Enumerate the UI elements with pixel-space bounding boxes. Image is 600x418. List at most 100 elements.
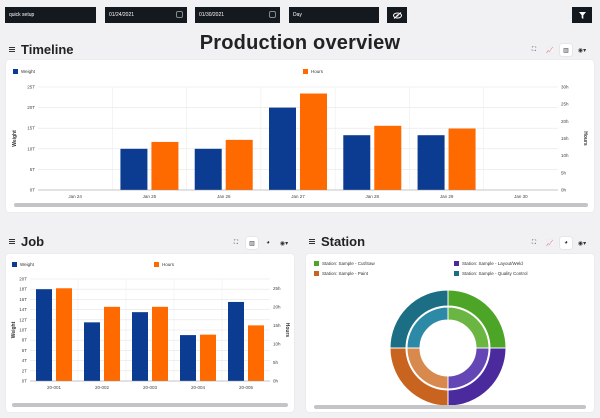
hide-button[interactable] xyxy=(387,7,407,23)
y2-tick-label: 25h xyxy=(561,102,569,107)
expand-icon[interactable]: ⛶ xyxy=(531,239,537,246)
hours-bar xyxy=(374,125,402,190)
legend-label: Hours xyxy=(162,262,175,267)
y-tick-label: 4T xyxy=(22,358,28,363)
legend-label: Station: Sample - Paint xyxy=(322,271,369,276)
x-tick-label: Jan 27 xyxy=(291,194,305,199)
x-tick-label: Jan 30 xyxy=(514,194,528,199)
calendar-icon[interactable] xyxy=(176,11,183,18)
eye-slash-icon xyxy=(392,11,402,19)
y-tick-label: 25T xyxy=(27,85,35,90)
x-tick-label: Jan 24 xyxy=(68,194,82,199)
x-tick-label: 20-004 xyxy=(191,385,206,390)
outer-ring-slice xyxy=(389,289,449,349)
timeline-chart: Weight Hours 0T 5T 10T 15T 20T 25T 0h 5h 10h 15h 20h… xyxy=(12,69,588,199)
pie-chart-icon[interactable]: ◕ xyxy=(266,240,270,246)
x-tick-label: Jan 25 xyxy=(143,194,157,199)
x-tick-label: Jan 29 xyxy=(440,194,454,199)
x-tick-label: 20-001 xyxy=(47,385,62,390)
granularity-value: Day xyxy=(293,12,302,18)
line-chart-icon[interactable]: 📈 xyxy=(546,47,554,54)
menu-icon[interactable] xyxy=(9,47,15,52)
date-from-value: 01/24/2021 xyxy=(109,12,135,18)
filter-button[interactable] xyxy=(572,7,592,23)
job-title: Job xyxy=(21,234,45,249)
y-tick-label: 15T xyxy=(27,126,35,131)
weight-bar xyxy=(343,135,371,190)
x-tick-label: Jan 28 xyxy=(366,194,380,199)
x-tick-label: 20-005 xyxy=(239,385,254,390)
menu-icon[interactable] xyxy=(309,239,315,244)
expand-icon[interactable]: ⛶ xyxy=(233,239,239,246)
y-tick-label: 14T xyxy=(19,307,27,312)
job-chart: Weight Hours 0T 2T 4T 6T 8T 10T 12T 14T 16T 18T 20T 0… xyxy=(11,262,290,390)
hours-bar xyxy=(151,141,179,190)
hours-bar xyxy=(248,325,264,381)
date-from-field[interactable]: 01/24/2021 xyxy=(105,7,187,23)
weight-bar xyxy=(132,312,148,381)
y-tick-label: 6T xyxy=(22,348,28,353)
legend-swatch xyxy=(454,261,459,266)
preset-select[interactable]: quick setup xyxy=(5,7,96,23)
legend-swatch xyxy=(154,262,159,267)
expand-icon[interactable]: ⛶ xyxy=(531,46,537,53)
legend-label: Hours xyxy=(311,69,324,74)
hours-bar xyxy=(152,306,168,381)
y2-tick-label: 10h xyxy=(561,153,569,158)
y-tick-label: 2T xyxy=(22,368,28,373)
calendar-icon[interactable] xyxy=(269,11,276,18)
station-toolbar: ⛶ 📈 ◕ ◉▾ xyxy=(528,237,588,249)
page-title: Production overview xyxy=(199,32,401,54)
legend-swatch xyxy=(13,69,18,74)
station-panel: Station: Sample - Cut/Saw Station: Sample… xyxy=(306,254,594,412)
hours-bar xyxy=(225,139,253,190)
y-tick-label: 12T xyxy=(19,317,27,322)
y-tick-label: 10T xyxy=(27,146,35,151)
y2-tick-label: 0h xyxy=(561,188,567,193)
station-chart: Station: Sample - Cut/Saw Station: Sample… xyxy=(314,261,528,407)
bar-chart-icon[interactable]: ▥ xyxy=(560,44,572,56)
y2-tick-label: 5h xyxy=(561,170,567,175)
menu-icon[interactable] xyxy=(9,239,15,244)
job-toolbar: ⛶ ▥ ◕ ◉▾ xyxy=(230,237,290,249)
hours-bar xyxy=(104,306,120,381)
inner-ring-slice xyxy=(406,306,449,349)
date-to-value: 01/30/2021 xyxy=(199,12,225,18)
x-tick-label: Jan 26 xyxy=(217,194,231,199)
date-to-field[interactable]: 01/30/2021 xyxy=(195,7,280,23)
top-toolbar: quick setup 01/24/2021 01/30/2021 Day xyxy=(0,0,600,30)
line-chart-icon[interactable]: 📈 xyxy=(546,240,554,247)
globe-icon[interactable]: ◉▾ xyxy=(577,240,587,247)
weight-bar xyxy=(228,301,244,381)
legend-label: Weight xyxy=(21,69,36,74)
legend-swatch xyxy=(314,261,319,266)
timeline-panel: Weight Hours 0T 5T 10T 15T 20T 25T 0h 5h 10h 15h 20h… xyxy=(6,60,594,212)
legend-swatch xyxy=(314,271,319,276)
timeline-scrollbar[interactable] xyxy=(14,203,588,207)
job-section-title: Job xyxy=(9,234,44,249)
y2-tick-label: 25h xyxy=(273,286,281,291)
weight-bar xyxy=(36,289,52,381)
job-scrollbar[interactable] xyxy=(12,403,288,407)
legend-swatch xyxy=(303,69,308,74)
y2-tick-label: 15h xyxy=(561,136,569,141)
legend-label: Station: Sample - Layout/Weld xyxy=(462,261,523,266)
station-scrollbar[interactable] xyxy=(314,405,586,409)
globe-icon[interactable]: ◉▾ xyxy=(279,240,289,247)
y2-tick-label: 15h xyxy=(273,323,281,328)
granularity-select[interactable]: Day xyxy=(289,7,379,23)
y-tick-label: 5T xyxy=(30,167,36,172)
y2-tick-label: 5h xyxy=(273,360,279,365)
legend-label: Station: Sample - Quality Control xyxy=(462,271,528,276)
y-tick-label: 16T xyxy=(19,297,27,302)
bar-chart-icon[interactable]: ▥ xyxy=(246,237,258,249)
globe-icon[interactable]: ◉▾ xyxy=(577,47,587,54)
y-tick-label: 20T xyxy=(27,105,35,110)
pie-chart-icon[interactable]: ◕ xyxy=(560,237,572,249)
hours-bar xyxy=(448,128,476,190)
timeline-section-title: Timeline xyxy=(9,42,74,57)
weight-bar xyxy=(120,148,148,190)
legend-label: Station: Sample - Cut/Saw xyxy=(322,261,376,266)
y2-tick-label: 30h xyxy=(561,85,569,90)
y-axis-label: Weight xyxy=(12,130,18,147)
